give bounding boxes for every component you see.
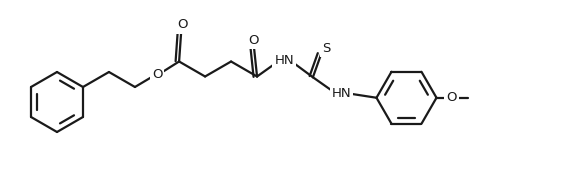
Text: O: O bbox=[152, 68, 162, 81]
Text: O: O bbox=[248, 33, 258, 47]
Text: S: S bbox=[322, 42, 330, 55]
Text: O: O bbox=[177, 19, 187, 31]
Text: O: O bbox=[446, 91, 457, 104]
Text: HN: HN bbox=[275, 54, 294, 67]
Text: HN: HN bbox=[332, 87, 351, 100]
